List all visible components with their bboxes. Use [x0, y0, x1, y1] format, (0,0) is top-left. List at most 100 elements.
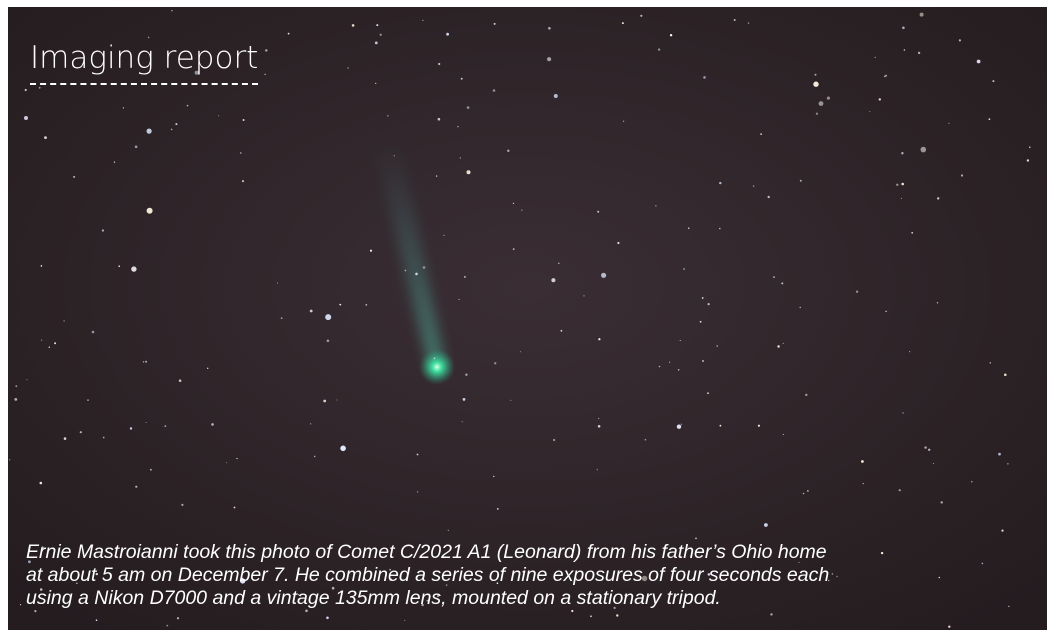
star	[265, 74, 266, 75]
star	[659, 366, 661, 368]
star	[707, 392, 709, 394]
star	[719, 228, 721, 230]
star	[438, 63, 440, 65]
star	[145, 361, 147, 363]
star	[40, 482, 43, 485]
star	[226, 462, 227, 463]
star	[463, 398, 466, 401]
star	[807, 490, 809, 492]
night-sky-photo	[8, 7, 1047, 630]
star	[394, 155, 395, 156]
star	[836, 576, 837, 577]
star	[583, 295, 584, 296]
star	[734, 19, 736, 21]
star	[175, 123, 177, 125]
star	[803, 493, 805, 495]
star	[39, 87, 41, 89]
star	[703, 76, 706, 79]
star	[73, 176, 75, 178]
star	[417, 491, 418, 492]
star	[869, 111, 870, 112]
star	[977, 60, 981, 64]
star	[207, 368, 208, 369]
star	[507, 150, 509, 152]
star	[1027, 159, 1029, 161]
star	[896, 184, 898, 186]
star	[989, 118, 991, 120]
star	[44, 136, 47, 139]
star	[623, 121, 624, 122]
star	[616, 614, 618, 616]
star	[493, 476, 494, 477]
star	[164, 425, 166, 427]
star	[171, 10, 173, 12]
star	[1029, 147, 1030, 148]
star	[992, 80, 994, 82]
star	[902, 27, 905, 30]
star	[551, 278, 555, 282]
star	[590, 615, 592, 617]
star	[768, 196, 770, 198]
star	[150, 469, 152, 471]
star	[941, 501, 943, 503]
star	[901, 152, 903, 154]
star	[640, 15, 642, 17]
star	[423, 266, 426, 269]
star	[15, 385, 17, 387]
star	[234, 507, 236, 509]
star	[764, 523, 768, 527]
star	[678, 369, 680, 371]
star	[598, 418, 599, 419]
star	[443, 235, 444, 236]
star	[171, 129, 173, 131]
star	[998, 453, 1001, 456]
star	[277, 283, 278, 284]
caption-line: using a Nikon D7000 and a vintage 135mm …	[26, 587, 829, 610]
star	[885, 75, 887, 77]
star	[457, 126, 458, 127]
star	[118, 265, 120, 267]
star	[288, 33, 290, 35]
star	[434, 357, 436, 359]
star	[961, 174, 963, 176]
title: Imaging report	[30, 37, 258, 85]
star	[815, 74, 817, 76]
star	[339, 304, 341, 306]
star	[336, 400, 337, 401]
star	[92, 331, 95, 334]
star	[520, 351, 521, 352]
star	[760, 133, 762, 135]
star	[493, 89, 496, 92]
star	[1001, 530, 1003, 532]
star	[102, 229, 104, 231]
star	[948, 626, 950, 628]
star	[683, 268, 684, 269]
star	[146, 422, 147, 423]
star	[103, 437, 105, 439]
star	[827, 97, 830, 100]
star	[700, 321, 702, 323]
comet-head	[419, 349, 455, 385]
star	[380, 34, 382, 36]
star	[24, 116, 28, 120]
star	[135, 146, 138, 149]
star	[64, 437, 67, 440]
star	[909, 351, 910, 352]
star	[513, 248, 515, 250]
star	[54, 342, 56, 344]
star	[598, 425, 601, 428]
star	[1004, 374, 1007, 377]
star	[375, 42, 378, 45]
star	[959, 39, 961, 41]
caption: Ernie Mastroianni took this photo of Com…	[26, 541, 829, 610]
star	[242, 180, 244, 182]
star	[899, 489, 901, 491]
star	[147, 129, 152, 134]
star	[800, 307, 801, 308]
star	[497, 508, 499, 510]
star	[597, 469, 598, 470]
star	[1008, 606, 1009, 607]
star	[561, 330, 563, 332]
star	[902, 412, 903, 413]
star	[904, 49, 906, 51]
